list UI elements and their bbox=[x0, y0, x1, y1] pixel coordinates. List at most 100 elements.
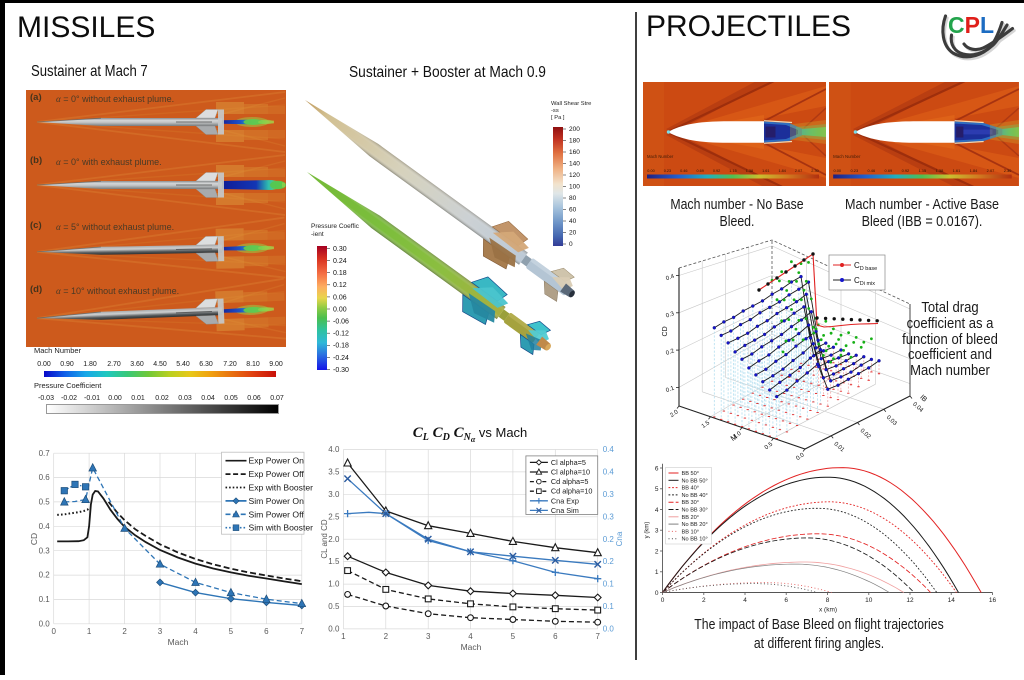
svg-text:1.84: 1.84 bbox=[970, 168, 979, 173]
svg-text:2.0: 2.0 bbox=[328, 535, 340, 544]
svg-text:6: 6 bbox=[264, 627, 269, 636]
svg-text:2: 2 bbox=[384, 632, 389, 641]
svg-text:100: 100 bbox=[569, 184, 580, 191]
svg-text:0.3: 0.3 bbox=[665, 311, 676, 320]
svg-text:Cl alpha=10: Cl alpha=10 bbox=[551, 468, 590, 477]
svg-text:180: 180 bbox=[569, 138, 580, 145]
svg-text:Mach Number: Mach Number bbox=[833, 154, 861, 159]
svg-text:0.00: 0.00 bbox=[833, 168, 841, 173]
svg-text:2: 2 bbox=[702, 597, 706, 604]
svg-text:0.69: 0.69 bbox=[697, 169, 704, 173]
svg-text:-ient: -ient bbox=[311, 231, 324, 238]
svg-text:0.03: 0.03 bbox=[885, 415, 898, 428]
svg-text:Exp Power Off: Exp Power Off bbox=[249, 469, 305, 479]
svg-text:(b): (b) bbox=[30, 155, 42, 166]
svg-text:1.0: 1.0 bbox=[732, 430, 743, 440]
svg-text:7: 7 bbox=[300, 627, 305, 636]
svg-text:1.61: 1.61 bbox=[953, 168, 961, 173]
svg-text:40: 40 bbox=[569, 218, 577, 225]
svg-text:0.1: 0.1 bbox=[603, 602, 615, 611]
svg-text:α = 0° with exhaust plume.: α = 0° with exhaust plume. bbox=[56, 157, 162, 167]
svg-text:2.07: 2.07 bbox=[987, 168, 995, 173]
svg-text:0.3: 0.3 bbox=[603, 490, 615, 499]
svg-text:CL CD CNα vs Mach: CL CD CNα vs Mach bbox=[413, 425, 528, 444]
svg-text:Cna Exp: Cna Exp bbox=[551, 496, 579, 505]
svg-text:200: 200 bbox=[569, 126, 580, 133]
svg-text:0.5: 0.5 bbox=[764, 441, 775, 451]
svg-text:Mach Number: Mach Number bbox=[647, 154, 674, 159]
svg-text:IB: IB bbox=[918, 394, 928, 404]
svg-text:CD base: CD base bbox=[854, 261, 877, 272]
svg-text:0.7: 0.7 bbox=[39, 449, 51, 458]
svg-text:0.23: 0.23 bbox=[851, 168, 859, 173]
svg-text:BB 30°: BB 30° bbox=[682, 500, 699, 506]
svg-text:0.4: 0.4 bbox=[603, 468, 615, 477]
svg-text:0.1: 0.1 bbox=[39, 595, 51, 604]
svg-text:2.30: 2.30 bbox=[1004, 168, 1012, 173]
svg-text:0.0: 0.0 bbox=[328, 625, 340, 634]
svg-text:5: 5 bbox=[229, 627, 234, 636]
svg-text:4: 4 bbox=[655, 507, 659, 514]
svg-text:3.5: 3.5 bbox=[328, 468, 340, 477]
svg-text:0.4: 0.4 bbox=[665, 274, 676, 283]
svg-text:2: 2 bbox=[655, 548, 659, 555]
svg-text:0.1: 0.1 bbox=[603, 580, 615, 589]
svg-text:1: 1 bbox=[655, 569, 659, 576]
svg-text:0.3: 0.3 bbox=[603, 512, 615, 521]
svg-text:x (km): x (km) bbox=[819, 607, 837, 614]
svg-text:No BB 30°: No BB 30° bbox=[682, 508, 708, 514]
svg-text:16: 16 bbox=[989, 597, 997, 604]
svg-text:0.46: 0.46 bbox=[868, 168, 876, 173]
svg-text:6: 6 bbox=[553, 632, 558, 641]
svg-text:4: 4 bbox=[743, 597, 747, 604]
svg-text:0.00: 0.00 bbox=[647, 169, 654, 173]
svg-text:1.5: 1.5 bbox=[701, 420, 712, 430]
svg-text:Mach: Mach bbox=[168, 637, 189, 645]
svg-text:2.30: 2.30 bbox=[811, 169, 818, 173]
svg-text:8: 8 bbox=[826, 597, 830, 604]
svg-text:1: 1 bbox=[87, 627, 92, 636]
svg-text:0.1: 0.1 bbox=[665, 385, 676, 394]
svg-text:0.4: 0.4 bbox=[39, 522, 51, 531]
svg-text:2: 2 bbox=[122, 627, 127, 636]
svg-text:3.0: 3.0 bbox=[328, 490, 340, 499]
svg-text:α = 5° without exhaust plume.: α = 5° without exhaust plume. bbox=[56, 222, 174, 232]
svg-text:0.5: 0.5 bbox=[39, 498, 51, 507]
svg-text:1.84: 1.84 bbox=[779, 169, 786, 173]
svg-text:0.2: 0.2 bbox=[39, 571, 51, 580]
svg-text:0: 0 bbox=[51, 627, 56, 636]
svg-text:3: 3 bbox=[158, 627, 163, 636]
svg-text:1.0: 1.0 bbox=[328, 580, 340, 589]
svg-text:0: 0 bbox=[661, 597, 665, 604]
svg-text:[ Pa ]: [ Pa ] bbox=[551, 115, 565, 121]
svg-text:(d): (d) bbox=[30, 284, 42, 295]
svg-text:BB 50°: BB 50° bbox=[682, 471, 699, 477]
svg-text:BB 40°: BB 40° bbox=[682, 486, 699, 492]
svg-text:0.24: 0.24 bbox=[333, 258, 347, 265]
svg-text:0.02: 0.02 bbox=[859, 428, 872, 441]
svg-text:4: 4 bbox=[193, 627, 198, 636]
svg-text:4.0: 4.0 bbox=[328, 445, 340, 454]
svg-text:1.15: 1.15 bbox=[919, 168, 927, 173]
svg-text:CDi mix: CDi mix bbox=[854, 276, 875, 287]
svg-text:0.2: 0.2 bbox=[603, 535, 615, 544]
svg-text:1.5: 1.5 bbox=[328, 557, 340, 566]
svg-text:(c): (c) bbox=[30, 220, 42, 231]
svg-text:Wall Shear Stre: Wall Shear Stre bbox=[551, 101, 591, 107]
svg-text:No BB 20°: No BB 20° bbox=[682, 522, 708, 528]
svg-text:α = 0° without exhaust plume.: α = 0° without exhaust plume. bbox=[56, 94, 174, 104]
svg-text:-0.24: -0.24 bbox=[333, 355, 349, 362]
svg-text:160: 160 bbox=[569, 149, 580, 156]
svg-text:-ss: -ss bbox=[551, 108, 559, 114]
svg-text:0.5: 0.5 bbox=[328, 602, 340, 611]
svg-text:CL and CD: CL and CD bbox=[320, 519, 329, 559]
svg-text:2.0: 2.0 bbox=[669, 409, 680, 419]
svg-text:Exp with Booster: Exp with Booster bbox=[249, 483, 314, 493]
svg-text:0.30: 0.30 bbox=[333, 246, 347, 253]
svg-text:0.2: 0.2 bbox=[603, 557, 615, 566]
svg-text:0.06: 0.06 bbox=[333, 294, 347, 301]
svg-text:0.0: 0.0 bbox=[39, 619, 51, 628]
svg-text:Cna: Cna bbox=[615, 531, 624, 546]
svg-text:-0.18: -0.18 bbox=[333, 343, 349, 350]
svg-text:Mach: Mach bbox=[461, 642, 482, 652]
